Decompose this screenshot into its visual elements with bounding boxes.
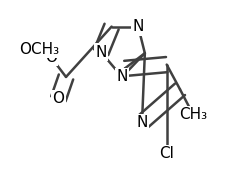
Text: O: O: [45, 50, 57, 64]
Text: O: O: [52, 91, 64, 106]
Text: N: N: [136, 115, 148, 130]
Text: CH₃: CH₃: [179, 108, 207, 122]
Text: OCH₃: OCH₃: [19, 42, 60, 57]
Text: N: N: [116, 70, 128, 84]
Text: N: N: [95, 45, 107, 60]
Text: Cl: Cl: [159, 146, 174, 161]
Text: N: N: [133, 19, 144, 34]
